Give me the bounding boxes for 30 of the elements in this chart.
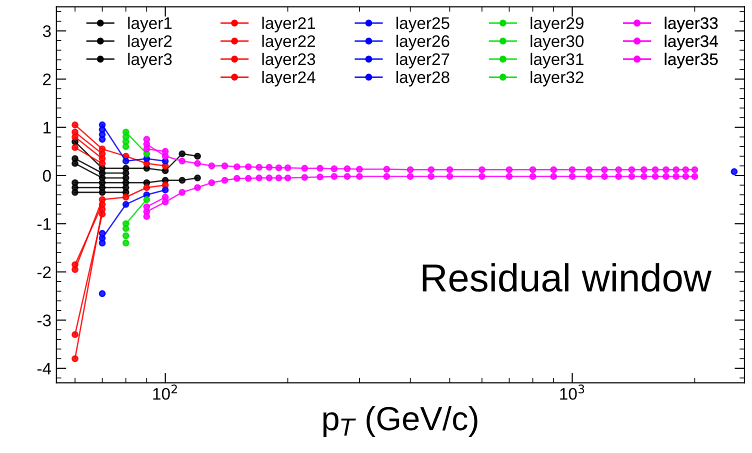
legend-label: layer32 bbox=[530, 70, 584, 86]
legend-label: layer33 bbox=[664, 16, 718, 32]
legend-label: layer1 bbox=[128, 16, 172, 32]
legend-label: layer21 bbox=[262, 16, 316, 32]
legend-label: layer28 bbox=[396, 70, 450, 86]
annotation: Residual window bbox=[422, 263, 712, 292]
y-tick-label: 3 bbox=[42, 25, 51, 38]
y-tick-label: -3 bbox=[37, 314, 51, 326]
legend-label: layer29 bbox=[530, 16, 584, 32]
y-tick-label: -1 bbox=[37, 218, 51, 230]
y-tick-label: 0 bbox=[42, 170, 51, 182]
legend-label: layer25 bbox=[396, 16, 450, 32]
legend-label: layer34 bbox=[664, 34, 718, 50]
legend-label: layer22 bbox=[262, 34, 316, 50]
legend-label: layer35 bbox=[664, 52, 718, 68]
legend-label: layer27 bbox=[396, 52, 450, 68]
y-tick-label: 2 bbox=[43, 74, 51, 86]
legend-label: layer23 bbox=[262, 52, 316, 68]
y-tick-label: -2 bbox=[37, 266, 51, 278]
x-tick-label: 10$^{3}$ bbox=[560, 384, 584, 400]
legend-label: layer3 bbox=[128, 52, 172, 68]
legend-label: layer24 bbox=[262, 70, 316, 86]
legend-label: layer26 bbox=[396, 34, 450, 50]
y-tick-label: 1 bbox=[44, 122, 51, 134]
x-tick-label: 10$^{2}$ bbox=[153, 384, 177, 400]
legend-label: layer2 bbox=[128, 34, 172, 50]
x-axis-title: p$_{T}$ (GeV/c) bbox=[323, 406, 478, 438]
legend-label: layer31 bbox=[530, 52, 584, 68]
legend-label: layer30 bbox=[530, 34, 584, 50]
y-tick-label: -4 bbox=[37, 362, 52, 374]
